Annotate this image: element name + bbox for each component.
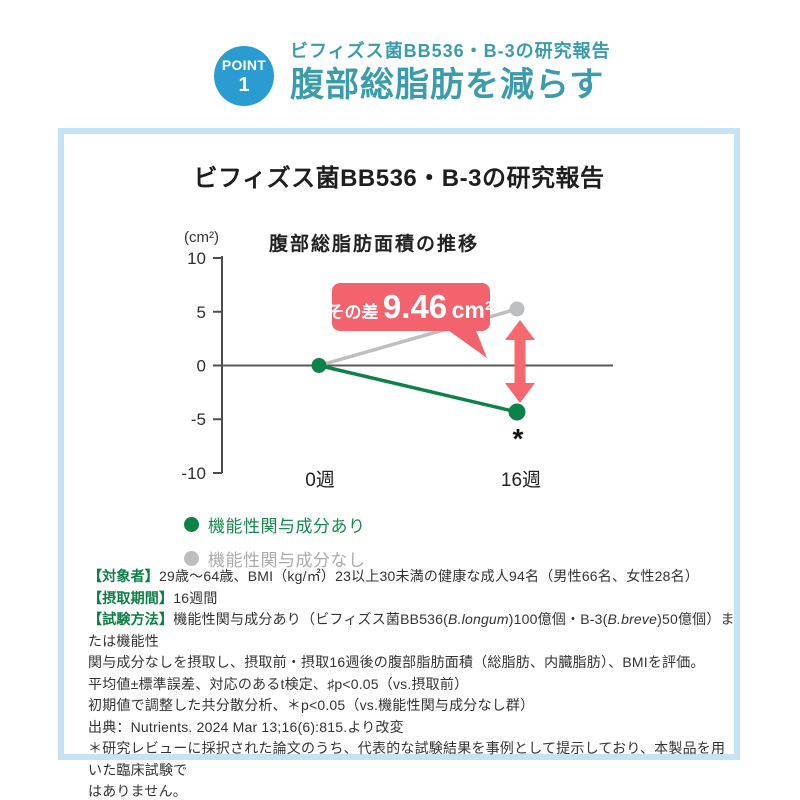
series-line-with <box>318 363 518 414</box>
point-badge-number: 1 <box>238 73 250 96</box>
footnote-subjects-text: 29歳～64歳、BMI（kg/㎡）23以上30未満の健康な成人94名（男性66名… <box>159 568 699 584</box>
chart-legend: 機能性関与成分あり 機能性関与成分なし <box>184 512 366 580</box>
difference-callout-text: その差 9.46 cm² <box>327 288 492 325</box>
footnote-method-species1: B.longum <box>448 611 509 627</box>
legend-item-without: 機能性関与成分なし <box>184 546 366 571</box>
point-badge: POINT 1 <box>214 46 274 106</box>
footnote-subjects-label: 【対象者】 <box>88 568 159 584</box>
point-badge-word: POINT <box>221 56 267 73</box>
footnote-period-label: 【摂取期間】 <box>88 589 174 606</box>
y-tick-label-0: 0 <box>197 357 206 376</box>
header-text: ビフィズス菌BB536・B-3の研究報告 腹部総脂肪を減らす <box>290 41 611 105</box>
footnote-disclaimer-line2: はありません。 <box>88 783 187 799</box>
footnote-method-part1: 機能性関与成分あり（ビフィズス菌BB536( <box>173 611 449 627</box>
legend-label-without: 機能性関与成分なし <box>208 551 366 570</box>
footnote-subjects: 【対象者】29歳～64歳、BMI（kg/㎡）23以上30未満の健康な成人94名（… <box>88 566 738 588</box>
difference-arrow <box>505 320 535 403</box>
footnote-method-label: 【試験方法】 <box>88 611 174 627</box>
footnote-source: 出典：Nutrients. 2024 Mar 13;16(6):815.より改変 <box>88 718 404 735</box>
point-with-16w <box>508 403 526 421</box>
y-tick-label-10: 10 <box>187 249 206 268</box>
point-without-16w <box>509 301 525 317</box>
footnote-method-species2: B.breve <box>607 611 658 627</box>
y-tick-label-neg5: -5 <box>191 410 206 429</box>
legend-dot-green <box>184 517 199 532</box>
chart-title: 腹部総脂肪面積の推移 <box>268 232 479 255</box>
difference-callout-box <box>332 283 490 331</box>
difference-value: 9.46 <box>383 288 447 325</box>
y-axis-unit: (cm²) <box>184 229 219 246</box>
difference-callout-tail <box>445 328 487 358</box>
footnote-period: 【摂取期間】16週間 <box>88 588 738 610</box>
legend-dot-gray <box>184 551 199 566</box>
footnotes: 【対象者】29歳～64歳、BMI（kg/㎡）23以上30未満の健康な成人94名（… <box>88 566 738 800</box>
point-start-0w <box>311 358 327 373</box>
significance-asterisk: * <box>513 423 524 454</box>
report-card <box>58 128 740 760</box>
footnote-method-line1: 【試験方法】機能性関与成分あり（ビフィズス菌BB536(B.longum)100… <box>88 609 738 652</box>
difference-unit: cm² <box>452 297 493 323</box>
x-tick-label-0w: 0週 <box>305 469 335 491</box>
page-title: 腹部総脂肪を減らす <box>290 65 605 104</box>
header-subtitle: ビフィズス菌BB536・B-3の研究報告 <box>290 41 611 61</box>
card-title: ビフィズス菌BB536・B-3の研究報告 <box>193 165 605 192</box>
footnote-method-line2: 関与成分なしを摂取し、摂取前・摂取16週後の腹部脂肪面積（総脂肪、内臓脂肪）、B… <box>88 654 705 670</box>
footnote-disclaimer-line1: ＊研究レビューに採択された論文のうち、代表的な試験結果を事例として提示しており、… <box>88 740 726 778</box>
y-tick-label-5: 5 <box>197 303 206 322</box>
legend-item-with: 機能性関与成分あり <box>184 512 366 537</box>
footnote-period-text: 16週間 <box>173 589 218 606</box>
footnote-stats1: 平均値±標準誤差、対応のあるt検定、♯p<0.05（vs.摂取前） <box>88 675 469 692</box>
y-tick-label-neg10: -10 <box>181 464 206 483</box>
fat-area-line-chart: (cm²) 腹部総脂肪面積の推移 10 5 0 -5 -10 その差 9.46 … <box>181 229 613 491</box>
x-tick-label-16w: 16週 <box>501 469 541 491</box>
footnote-method-part2: )100億個・B-3( <box>508 611 608 627</box>
footnote-stats2: 初期値で調整した共分散分析、＊p<0.05（vs.機能性関与成分なし群） <box>88 697 535 713</box>
difference-prefix: その差 <box>327 302 378 322</box>
legend-label-with: 機能性関与成分あり <box>208 517 366 536</box>
footnote-method-part3: )50億個）または機能性 <box>88 611 735 649</box>
